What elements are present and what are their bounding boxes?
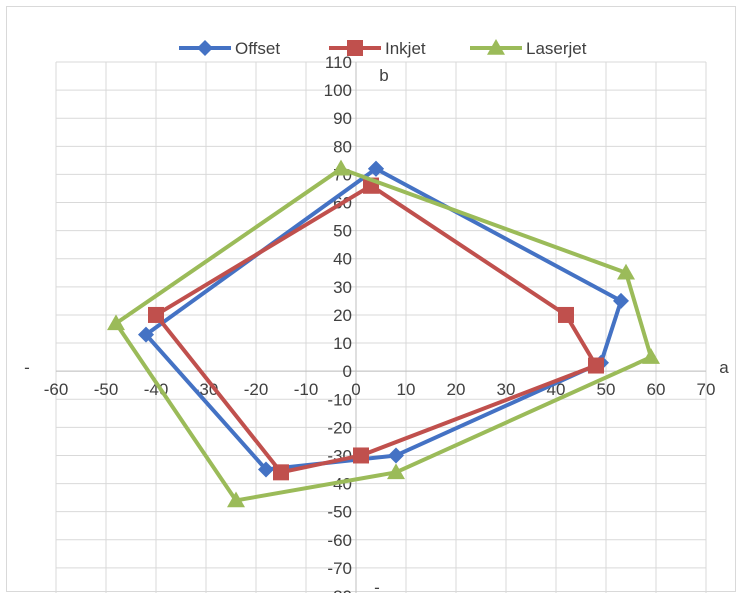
data-point-laserjet	[642, 348, 660, 364]
x-tick-label: -20	[244, 380, 269, 399]
series-inkjet	[148, 177, 604, 481]
y-tick-label: 10	[333, 334, 352, 353]
data-point-laserjet	[387, 463, 405, 480]
data-point-laserjet	[107, 314, 125, 331]
y-tick-labels: -80-70-60-50-40-30-20-100102030405060708…	[324, 53, 352, 593]
y-tick-label: -50	[327, 503, 352, 522]
x-tick-label: 20	[447, 380, 466, 399]
legend-label-laserjet: Laserjet	[526, 39, 587, 58]
series-line-inkjet	[154, 183, 598, 475]
y-tick-label: 20	[333, 306, 352, 325]
legend-label-inkjet: Inkjet	[385, 39, 426, 58]
data-point-inkjet	[558, 306, 574, 323]
data-point-offset	[613, 292, 629, 309]
x-tick-label: -10	[294, 380, 319, 399]
x-tick-label: -50	[94, 380, 119, 399]
legend-marker-laserjet	[487, 39, 505, 55]
y-tick-label: 30	[333, 278, 352, 297]
y-tick-label: 0	[343, 362, 352, 381]
legend-marker-offset	[197, 40, 213, 56]
legend-label-offset: Offset	[235, 39, 280, 58]
x-tick-labels: -60 -50 -40 -30 -20 -10 0 10 20 30 40 50 60 70	[44, 380, 716, 399]
series-line-offset	[144, 167, 623, 472]
series-offset	[138, 160, 629, 478]
y-tick-label: 100	[324, 81, 352, 100]
x-tick-label: 70	[697, 380, 716, 399]
legend: Offset Inkjet Laserjet	[179, 39, 587, 58]
y-tick-label: 80	[333, 137, 352, 156]
data-point-laserjet	[617, 263, 635, 280]
series-line-laserjet	[114, 166, 653, 503]
y-tick-label: -10	[327, 390, 352, 409]
x-tick-label: 0	[351, 380, 360, 399]
data-point-offset	[368, 160, 384, 177]
data-point-laserjet	[332, 159, 350, 176]
legend-item-inkjet: Inkjet	[329, 39, 426, 58]
series-lines	[107, 159, 660, 508]
x-tick-label: -60	[44, 380, 69, 399]
y-tick-label: 40	[333, 250, 352, 269]
x-tick-label: 10	[397, 380, 416, 399]
data-point-inkjet	[273, 464, 289, 481]
data-point-laserjet	[227, 491, 245, 508]
y-tick-label: 90	[333, 109, 352, 128]
data-point-inkjet	[588, 357, 604, 374]
y-axis-negative-label: -	[374, 578, 380, 593]
y-tick-label: 110	[325, 53, 352, 72]
y-tick-label: -20	[327, 418, 352, 437]
legend-marker-inkjet	[347, 40, 363, 56]
x-tick-label: 60	[647, 380, 666, 399]
x-tick-label: 50	[597, 380, 616, 399]
legend-item-laserjet: Laserjet	[470, 39, 587, 58]
x-tick-label: 30	[497, 380, 516, 399]
legend-item-offset: Offset	[179, 39, 280, 58]
y-tick-label: -70	[327, 559, 352, 578]
y-tick-label: -60	[327, 531, 352, 550]
x-axis-label: a	[719, 358, 729, 377]
x-axis-negative-label: -	[24, 358, 30, 377]
y-tick-label: 50	[333, 222, 352, 241]
data-point-offset	[388, 447, 404, 464]
y-axis-label: b	[379, 66, 388, 85]
data-point-inkjet	[148, 306, 164, 323]
data-point-inkjet	[353, 447, 369, 464]
y-tick-label: -80	[327, 587, 352, 593]
grid-lines	[55, 61, 707, 593]
data-point-offset	[138, 326, 154, 343]
series-laserjet	[107, 159, 660, 508]
data-point-offset	[258, 461, 274, 478]
